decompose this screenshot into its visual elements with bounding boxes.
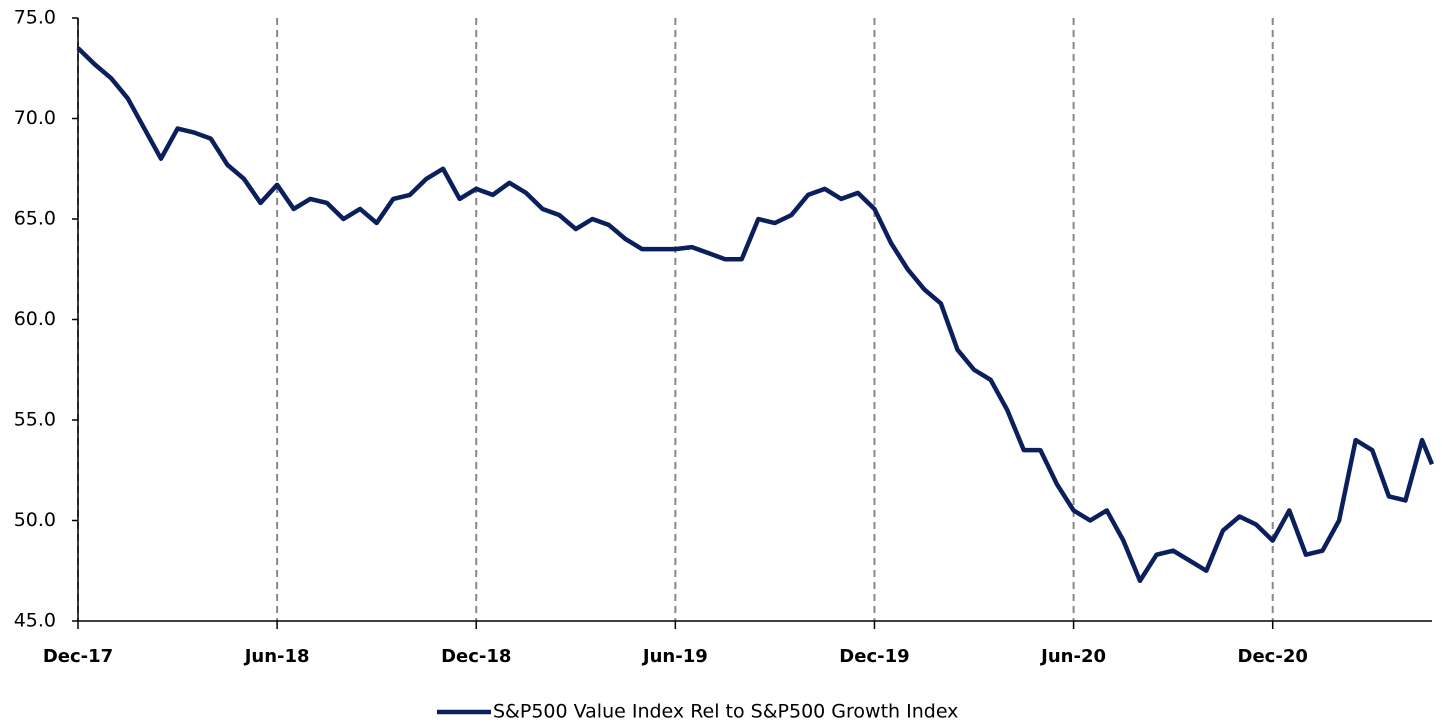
x-tick-label: Jun-18 — [243, 646, 310, 667]
x-tick-label: Jun-20 — [1039, 646, 1106, 667]
legend-label: S&P500 Value Index Rel to S&P500 Growth … — [493, 701, 958, 723]
y-tick-label: 50.0 — [14, 509, 56, 531]
x-tick-label: Dec-19 — [839, 646, 909, 667]
y-tick-label: 75.0 — [14, 7, 56, 29]
x-tick-label: Dec-18 — [441, 646, 511, 667]
x-tick-label: Jun-19 — [641, 646, 708, 667]
y-tick-label: 65.0 — [14, 208, 56, 230]
y-tick-label: 45.0 — [14, 610, 56, 632]
y-tick-label: 70.0 — [14, 107, 56, 129]
y-tick-label: 60.0 — [14, 308, 56, 330]
y-tick-label: 55.0 — [14, 409, 56, 431]
x-tick-label: Dec-20 — [1238, 646, 1308, 667]
data-line — [76, 46, 1435, 584]
x-tick-label: Dec-17 — [43, 646, 113, 667]
